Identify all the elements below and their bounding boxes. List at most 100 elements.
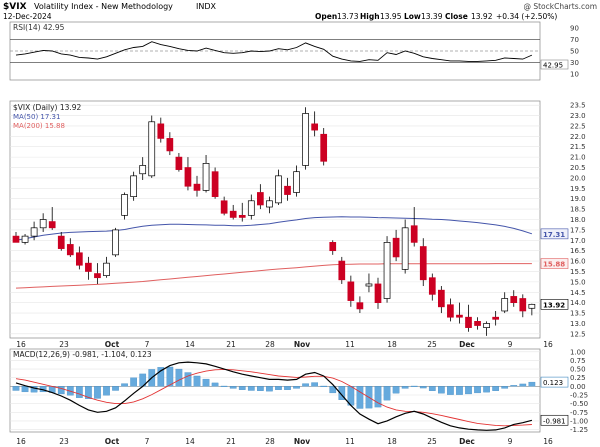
- candle: [166, 132, 174, 156]
- price-tick-label: 15.0: [570, 278, 586, 286]
- chart-date: 12-Dec-2024: [3, 12, 52, 21]
- date-tick-label: 9: [508, 340, 513, 349]
- price-tick-label: 16.5: [570, 247, 586, 255]
- date-tick-label: 16: [16, 437, 26, 446]
- candle-body-down: [374, 283, 382, 304]
- macd-histogram-bar: [392, 386, 400, 394]
- high-label: High: [360, 12, 380, 21]
- exchange-label: INDX: [196, 2, 217, 11]
- macd-histogram-bar: [338, 386, 346, 400]
- macd-histogram-bar: [266, 386, 273, 392]
- ma200-label: MA(200) 15.88: [13, 122, 65, 130]
- candle-body-down: [220, 200, 228, 214]
- ma50-line: [15, 216, 533, 241]
- macd-histogram-bar: [229, 386, 237, 389]
- candle: [293, 165, 300, 197]
- candle: [121, 192, 128, 220]
- candle: [374, 277, 382, 309]
- candle-body-down: [428, 277, 436, 295]
- candle: [21, 234, 29, 245]
- candle: [456, 302, 463, 324]
- macd-histogram-bar: [528, 381, 536, 387]
- candle: [383, 236, 391, 303]
- candle: [483, 321, 490, 336]
- macd-histogram-bar: [220, 385, 228, 387]
- macd-histogram-bar: [94, 386, 101, 399]
- candle-body-down: [193, 183, 201, 191]
- ma200-line: [15, 263, 532, 289]
- macd-tick-label: -1.00: [570, 417, 588, 425]
- candle-body-up: [139, 165, 147, 175]
- macd-histogram-bar: [329, 386, 337, 394]
- rsi-label: RSI(14) 42.95: [13, 23, 65, 32]
- macd-histogram-bar: [474, 386, 481, 394]
- price-tick-label: 20.0: [570, 174, 586, 182]
- price-tick-label: 16.0: [570, 258, 586, 266]
- price-tick-label: 23.5: [570, 102, 586, 110]
- macd-histogram-bar: [483, 386, 490, 393]
- date-tick-label: 25: [427, 437, 437, 446]
- candle-body-up: [293, 171, 300, 193]
- candle-body-up: [401, 227, 409, 270]
- candle-body-up: [501, 298, 509, 312]
- candle-body-down: [184, 167, 192, 187]
- date-tick-label: 21: [226, 437, 236, 446]
- candle-body-down: [347, 281, 355, 301]
- candle: [428, 273, 436, 301]
- candle: [66, 238, 74, 257]
- ma50-label: MA(50) 17.31: [13, 113, 60, 121]
- macd-histogram-bar: [456, 386, 463, 395]
- candle: [474, 317, 481, 330]
- candle: [175, 152, 183, 172]
- ticker-symbol: $VIX: [3, 2, 27, 12]
- price-tick-label: 21.5: [570, 143, 586, 151]
- candle-body-down: [94, 273, 101, 279]
- candle: [148, 115, 156, 178]
- date-tick-label: 14: [185, 340, 195, 349]
- macd-histogram-bar: [492, 386, 500, 391]
- macd-histogram-bar: [76, 386, 83, 398]
- candle-body-down: [410, 225, 418, 243]
- macd-histogram-bar: [85, 386, 92, 399]
- date-tick-label: 11: [345, 437, 355, 446]
- candle-body-up: [130, 175, 137, 197]
- macd-line: [15, 361, 533, 431]
- macd-histogram-bar: [419, 386, 427, 389]
- price-tick-label: 21.0: [570, 154, 586, 162]
- candle: [238, 202, 246, 222]
- candle-body-up: [103, 262, 110, 276]
- price-tick-label: 12.5: [570, 330, 586, 338]
- price-date-axis: 16 23 Oct 7 14 21 28 Nov 11 18 25 Dec 9 16: [16, 340, 553, 349]
- macd-tick-label: 0.25: [570, 374, 586, 382]
- macd-histogram-bar: [410, 385, 418, 387]
- macd-histogram-bar: [275, 386, 282, 390]
- macd-histogram-badge: 0.123: [543, 379, 563, 387]
- macd-value-badge: -0.981: [543, 417, 566, 425]
- candle-body-up: [39, 219, 47, 229]
- macd-histogram-bar: [465, 386, 472, 395]
- candle: [193, 175, 201, 197]
- date-tick-label: 18: [387, 340, 397, 349]
- candle-body-down: [320, 133, 328, 162]
- price-tick-label: 14.0: [570, 299, 586, 307]
- candle: [211, 167, 219, 199]
- macd-value-badge-box: [540, 414, 569, 426]
- candle-body-up: [275, 175, 282, 204]
- candle: [39, 213, 47, 232]
- candle-body-down: [66, 244, 74, 256]
- macd-histogram-bar: [21, 386, 29, 393]
- open-value: 13.73: [337, 12, 359, 21]
- candle-body-down: [338, 260, 346, 281]
- candle: [392, 229, 400, 262]
- candle: [184, 157, 192, 191]
- candle-body-up: [383, 242, 391, 299]
- macd-histogram-bar: [157, 367, 165, 387]
- macd-histogram-bar: [383, 386, 391, 401]
- candle: [220, 196, 228, 216]
- candle-body-down: [157, 123, 165, 139]
- price-tick-label: 22.5: [570, 122, 586, 130]
- date-tick-label: 23: [59, 437, 69, 446]
- macd-histogram-bar: [501, 386, 509, 389]
- macd-histogram-bar: [238, 386, 246, 390]
